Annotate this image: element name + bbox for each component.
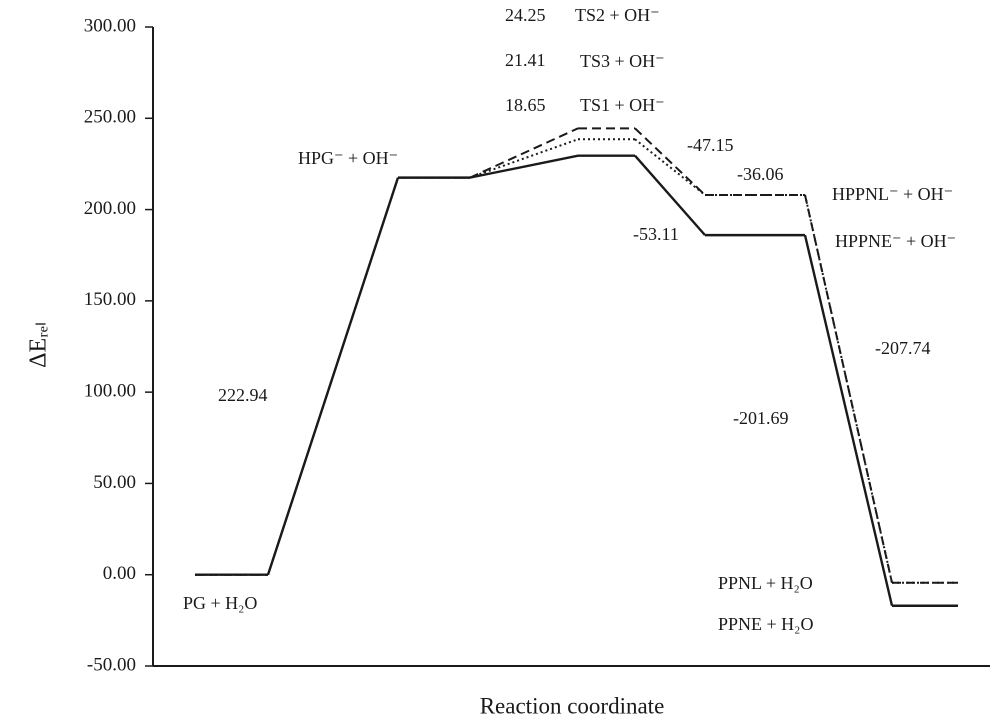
connector	[469, 127, 579, 179]
annotation: 222.94	[218, 385, 268, 405]
annotation: 24.25	[505, 5, 546, 25]
annotation: PPNE + H₂O	[718, 614, 813, 634]
y-tick-label: 50.00	[93, 472, 136, 493]
annotation: -201.69	[733, 408, 789, 428]
y-tick-label: 100.00	[84, 381, 136, 402]
annotation: -207.74	[875, 338, 931, 358]
connector	[634, 154, 706, 236]
annotation: 18.65	[505, 95, 546, 115]
y-tick-label: 0.00	[103, 563, 136, 584]
annotation: 21.41	[505, 50, 546, 70]
x-axis-label: Reaction coordinate	[480, 693, 665, 718]
annotation: PG + H₂O	[183, 593, 257, 613]
annotation: TS3 + OH⁻	[580, 51, 665, 71]
connector	[804, 194, 893, 583]
annotation: TS2 + OH⁻	[575, 5, 660, 25]
connector	[803, 234, 894, 607]
annotation: -47.15	[687, 135, 734, 155]
y-tick-label: 150.00	[84, 289, 136, 310]
annotation: PPNL + H₂O	[718, 573, 813, 593]
y-tick-label: 200.00	[84, 198, 136, 219]
annotation: -36.06	[737, 164, 784, 184]
y-tick-label: 300.00	[84, 15, 136, 36]
annotation: TS1 + OH⁻	[580, 95, 665, 115]
connector	[634, 127, 706, 196]
y-tick-label: 250.00	[84, 107, 136, 128]
annotation: -53.11	[633, 224, 679, 244]
connector	[469, 154, 579, 179]
annotation: HPPNE⁻ + OH⁻	[835, 231, 956, 251]
y-tick-label: -50.00	[87, 654, 136, 675]
annotation: HPPNL⁻ + OH⁻	[832, 184, 953, 204]
connector	[469, 138, 579, 179]
connector	[804, 194, 893, 583]
y-axis-label: ΔEᵣₑₗ	[26, 322, 52, 368]
annotation: HPG⁻ + OH⁻	[298, 148, 398, 168]
connector	[266, 177, 400, 576]
